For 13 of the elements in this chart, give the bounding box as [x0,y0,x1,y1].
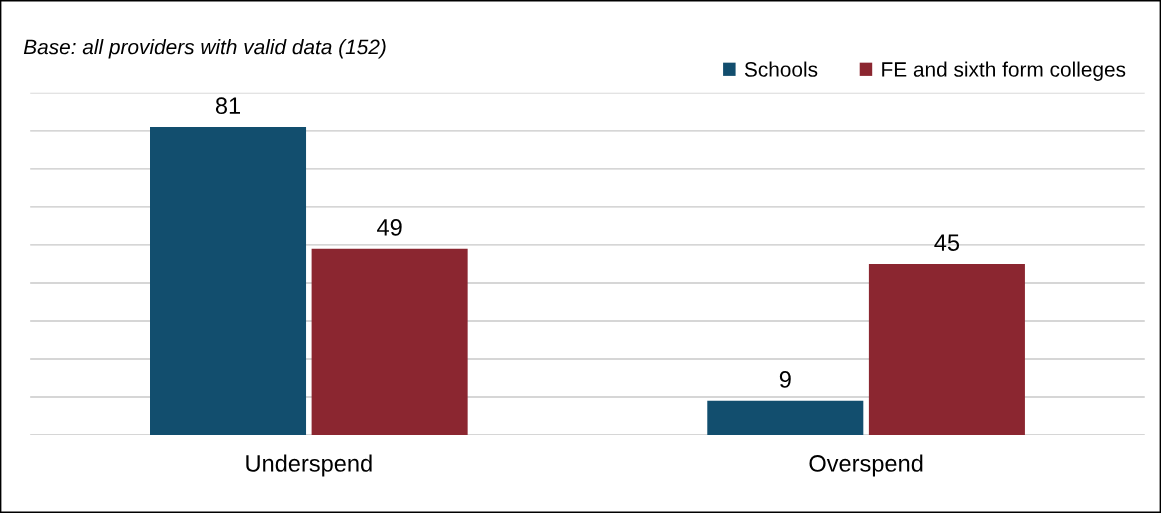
data-label: 45 [934,234,960,251]
data-label: 9 [779,371,791,388]
legend-label: FE and sixth form colleges [882,61,1126,81]
data-label: 49 [377,219,402,236]
x-tick-label: Overspend [809,454,923,477]
bar [868,263,1025,436]
bar [707,400,864,436]
x-tick-label: Underspend [246,454,372,477]
legend-label: Schools [744,61,818,77]
data-label: 81 [215,97,240,115]
bar [150,127,307,436]
chart-title: Base: all providers with valid data (152) [23,39,386,59]
bar [311,248,468,436]
